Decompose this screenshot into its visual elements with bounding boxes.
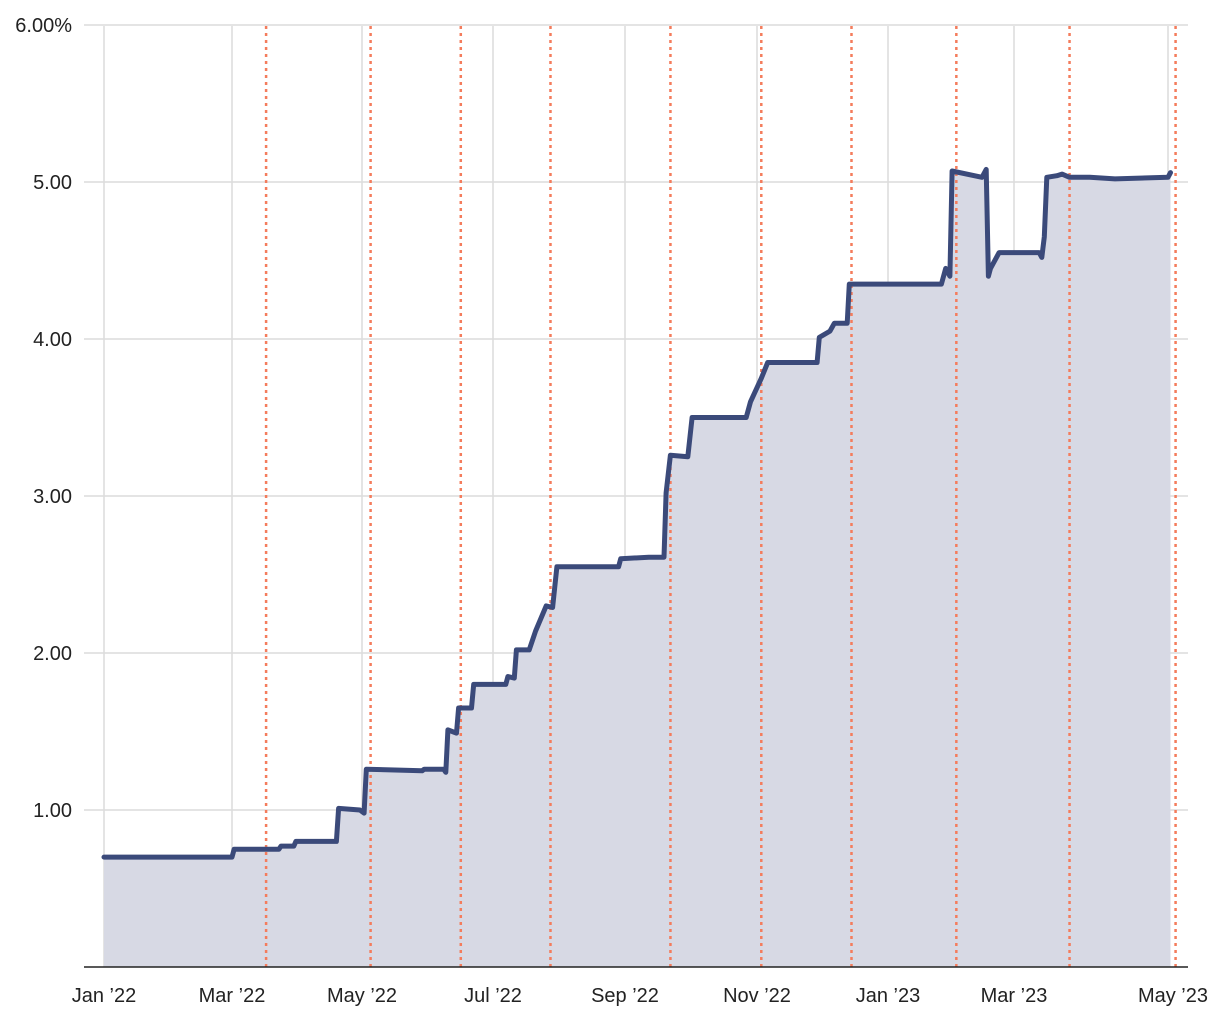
- x-tick-label: Nov ’22: [723, 985, 791, 1007]
- event-lines: [264, 26, 1177, 967]
- x-tick-label: May ’22: [327, 985, 397, 1007]
- x-tick-label: May ’23: [1138, 985, 1208, 1007]
- series-line: [101, 166, 1173, 860]
- x-axis-labels: Jan ’22 Mar ’22 May ’22 Jul ’22 Sep ’22 Nov ’…: [72, 985, 1208, 1007]
- x-tick-label: Sep ’22: [591, 985, 659, 1007]
- y-axis-labels: 1.00 2.00 3.00 4.00 5.00 6.00%: [15, 15, 72, 822]
- series-area: [104, 169, 1171, 967]
- y-tick-label: 3.00: [33, 486, 72, 508]
- area-layer: [104, 169, 1171, 967]
- x-tick-label: Jul ’22: [464, 985, 522, 1007]
- y-tick-label: 2.00: [33, 643, 72, 665]
- x-tick-label: Mar ’23: [981, 985, 1048, 1007]
- x-tick-label: Jan ’23: [856, 985, 921, 1007]
- y-tick-label: 4.00: [33, 329, 72, 351]
- line-layer: [101, 166, 1173, 860]
- y-tick-label: 1.00: [33, 800, 72, 822]
- y-tick-label: 6.00%: [15, 15, 72, 37]
- y-tick-label: 5.00: [33, 172, 72, 194]
- x-tick-label: Jan ’22: [72, 985, 137, 1007]
- x-tick-label: Mar ’22: [199, 985, 266, 1007]
